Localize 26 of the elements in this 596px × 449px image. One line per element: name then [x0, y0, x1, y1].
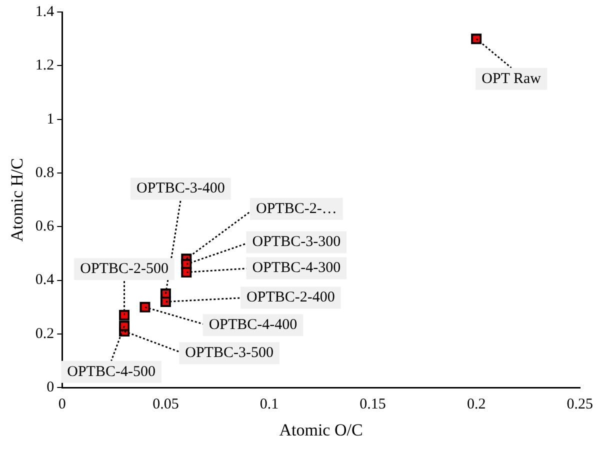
annotation: OPTBC-2-400 [246, 290, 335, 306]
annotation: OPTBC-4-500 [67, 364, 156, 380]
y-tick-label: 0.8 [35, 164, 54, 181]
annotation: OPTBC-4-300 [252, 260, 341, 276]
y-tick-label: 0.4 [35, 272, 55, 288]
x-tick-label: 0.2 [466, 396, 486, 413]
x-axis-title: Atomic O/C [279, 420, 363, 440]
annotation: OPTBC-2-… [256, 200, 337, 217]
annotation: OPTBC-3-500 [185, 345, 274, 362]
y-tick-label: 1.2 [35, 58, 54, 74]
x-tick-label: 0 [58, 396, 66, 413]
y-tick-label: 1 [46, 111, 54, 128]
annotation: OPTBC-4-400 [208, 317, 298, 334]
y-tick-label: 0.6 [35, 218, 55, 235]
annotation: OPTBC-2-500 [80, 261, 168, 278]
annotation: OPT Raw [482, 70, 542, 87]
annotation: OPTBC-3-300 [252, 234, 341, 250]
annotation: OPTBC-3-400 [136, 180, 225, 197]
y-tick-label: 0 [46, 380, 54, 396]
x-tick-label: 0.25 [566, 396, 593, 413]
x-tick-label: 0.15 [360, 396, 386, 413]
y-axis-title: Atomic H/C [8, 158, 27, 242]
x-tick-label: 0.05 [152, 396, 179, 413]
x-tick-label: 0.1 [260, 396, 279, 413]
y-tick-label: 0.2 [35, 326, 54, 342]
y-tick-label: 1.4 [35, 4, 55, 20]
